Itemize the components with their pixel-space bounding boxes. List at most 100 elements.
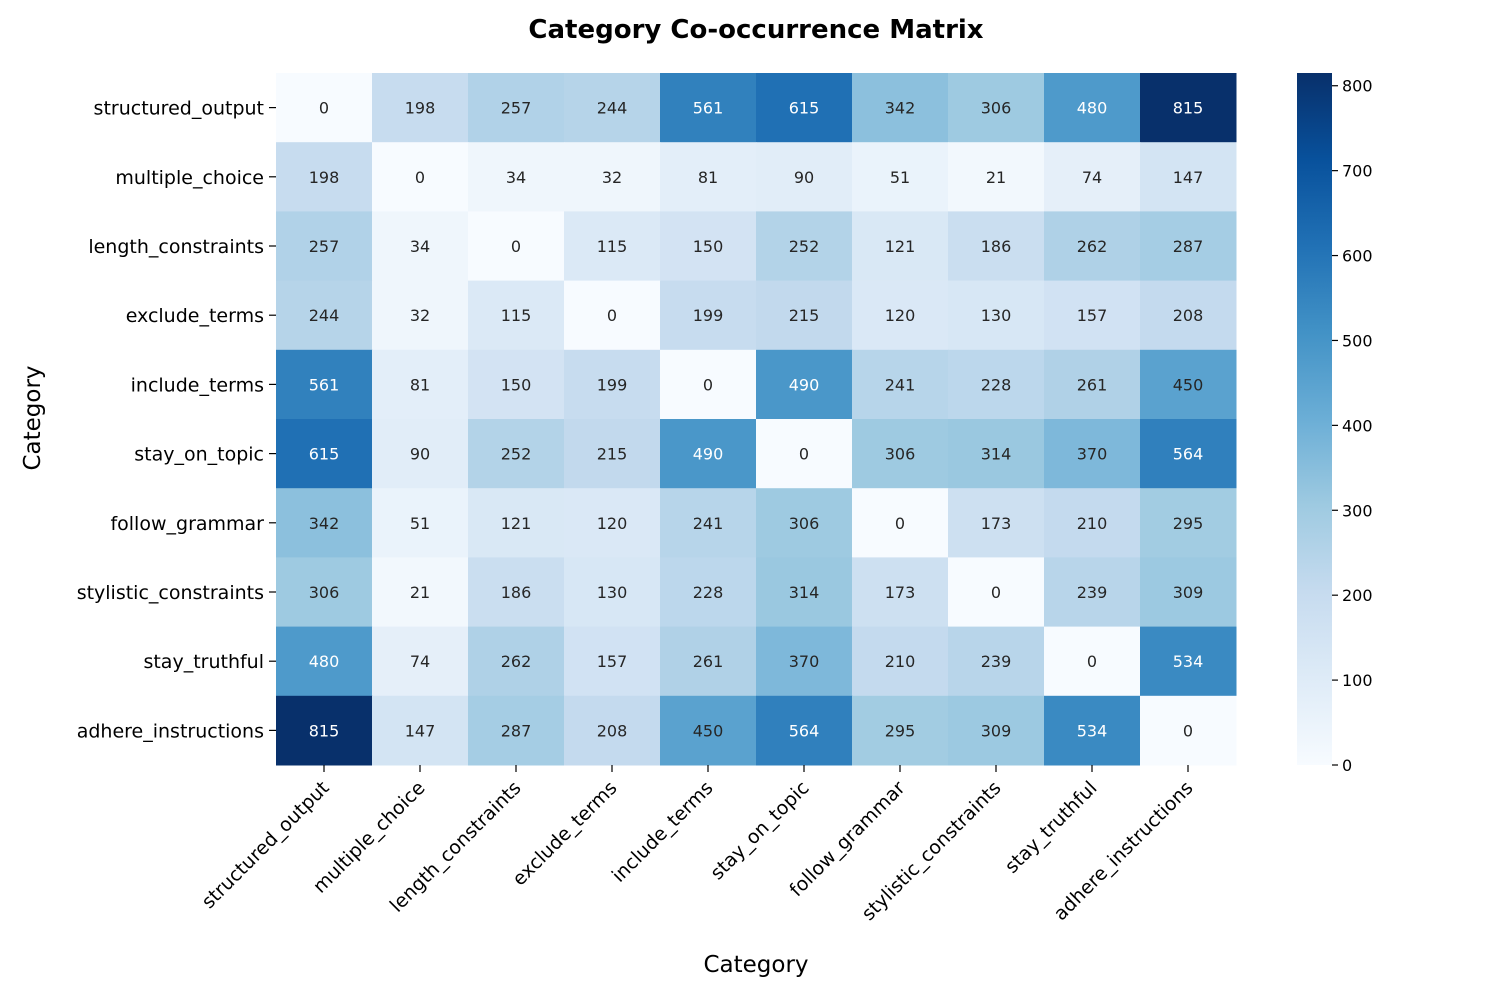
heatmap-cell <box>756 211 853 282</box>
cell-value-label: 51 <box>410 514 430 533</box>
cell-value-label: 490 <box>789 375 820 394</box>
cell-value-label: 0 <box>319 99 329 118</box>
cell-value-label: 295 <box>885 721 916 740</box>
cell-value-label: 147 <box>405 721 436 740</box>
colorbar-ticks: 0 100 200 300 400 500 600 700 800 <box>1332 77 1373 775</box>
heatmap-cell <box>372 280 469 351</box>
heatmap-cell <box>372 488 469 558</box>
cell-value-label: 0 <box>1087 652 1097 671</box>
cell-value-label: 147 <box>1173 168 1204 187</box>
y-tick-label: exclude_terms <box>126 305 264 327</box>
cell-value-label: 0 <box>703 375 713 394</box>
heatmap-cell <box>1140 211 1237 282</box>
cell-value-label: 615 <box>309 445 340 464</box>
heatmap-cell <box>564 349 661 420</box>
cell-value-label: 306 <box>885 445 916 464</box>
heatmap-cell <box>660 211 757 282</box>
cell-value-label: 199 <box>693 306 724 325</box>
cell-value-label: 306 <box>309 583 340 602</box>
heatmap-cell <box>1140 349 1237 420</box>
cell-value-label: 198 <box>309 168 340 187</box>
cell-value-label: 309 <box>981 721 1012 740</box>
heatmap-cell <box>948 488 1045 558</box>
heatmap-cell <box>564 557 661 628</box>
cell-value-label: 450 <box>1173 375 1204 394</box>
cell-value-label: 0 <box>607 306 617 325</box>
heatmap-cell <box>372 626 469 697</box>
cell-value-label: 130 <box>981 306 1012 325</box>
cell-value-label: 121 <box>885 237 916 256</box>
x-tick-label: exclude_terms <box>508 777 621 890</box>
colorbar-tick-label: 400 <box>1342 416 1373 435</box>
cell-value-label: 244 <box>309 306 340 325</box>
heatmap-cell <box>372 557 469 628</box>
y-tick-label: stay_on_topic <box>134 444 264 466</box>
heatmap-cell <box>1044 349 1141 420</box>
cell-value-label: 208 <box>597 721 628 740</box>
cell-value-label: 342 <box>885 99 916 118</box>
cell-value-label: 490 <box>693 445 724 464</box>
cell-value-label: 314 <box>981 445 1012 464</box>
heatmap-cell <box>756 695 853 766</box>
heatmap-cell <box>948 73 1045 143</box>
cell-value-label: 257 <box>309 237 340 256</box>
cell-value-label: 309 <box>1173 583 1204 602</box>
heatmap-cell <box>1044 557 1141 628</box>
heatmap-cell <box>468 695 565 766</box>
y-tick-label: stay_truthful <box>143 651 264 673</box>
colorbar-tick-label: 500 <box>1342 331 1373 350</box>
colorbar <box>1297 73 1332 765</box>
heatmap-cell <box>948 142 1045 212</box>
heatmap-cell <box>660 419 757 489</box>
heatmap-cell <box>372 349 469 420</box>
heatmap-cell <box>852 557 949 628</box>
cell-value-label: 21 <box>410 583 430 602</box>
heatmap-cell <box>948 280 1045 351</box>
y-axis-label: Category <box>20 365 46 470</box>
cell-value-label: 241 <box>885 375 916 394</box>
cell-value-label: 81 <box>410 375 430 394</box>
heatmap-cell <box>564 626 661 697</box>
heatmap-cell <box>276 211 373 282</box>
cell-value-label: 130 <box>597 583 628 602</box>
cell-value-label: 215 <box>597 445 628 464</box>
y-tick-label: structured_output <box>94 98 264 120</box>
cell-value-label: 239 <box>1077 583 1108 602</box>
heatmap-cell <box>1044 73 1141 143</box>
cell-value-label: 34 <box>410 237 430 256</box>
cell-value-label: 0 <box>799 445 809 464</box>
y-tick-label: follow_grammar <box>110 513 264 535</box>
heatmap-cell <box>1044 280 1141 351</box>
cell-value-label: 0 <box>511 237 521 256</box>
heatmap-cell <box>948 349 1045 420</box>
heatmap-cell <box>756 142 853 212</box>
heatmap-cell <box>852 419 949 489</box>
heatmap-cell <box>1044 695 1141 766</box>
heatmap-cell <box>756 488 853 558</box>
heatmap-cell <box>468 142 565 212</box>
cell-value-label: 228 <box>981 375 1012 394</box>
y-tick-label: adhere_instructions <box>77 720 264 742</box>
heatmap-cell <box>948 626 1045 697</box>
heatmap-cell <box>756 73 853 143</box>
cell-value-label: 287 <box>1173 237 1204 256</box>
heatmap-cell <box>276 488 373 558</box>
cell-value-label: 74 <box>1082 168 1102 187</box>
heatmap-cell <box>468 73 565 143</box>
cell-value-label: 0 <box>1183 721 1193 740</box>
heatmap-cell <box>756 349 853 420</box>
cell-value-label: 239 <box>981 652 1012 671</box>
cell-value-label: 21 <box>986 168 1006 187</box>
x-axis-ticks: structured_outputmultiple_choicelength_c… <box>197 765 1198 925</box>
heatmap-cell <box>852 280 949 351</box>
heatmap-cell <box>660 488 757 558</box>
heatmap-cell <box>852 142 949 212</box>
cell-value-label: 150 <box>693 237 724 256</box>
heatmap-cell <box>1140 488 1237 558</box>
heatmap-cell <box>276 626 373 697</box>
heatmap-cell <box>468 419 565 489</box>
cell-value-label: 186 <box>501 583 532 602</box>
heatmap-cell <box>564 73 661 143</box>
heatmap-cell <box>564 419 661 489</box>
heatmap-cell <box>276 73 373 143</box>
